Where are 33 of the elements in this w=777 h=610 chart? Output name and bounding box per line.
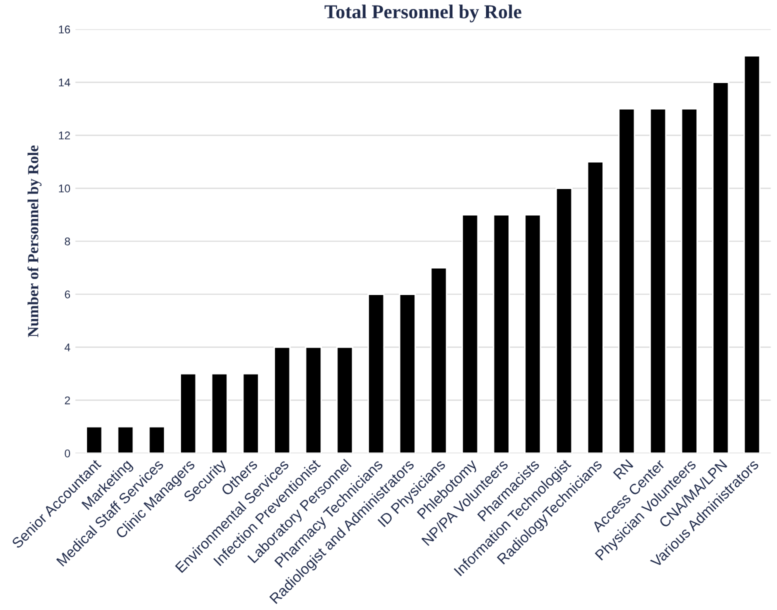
y-tick-label: 2 — [64, 396, 70, 404]
bar — [336, 346, 354, 454]
y-tick-label: 14 — [58, 78, 70, 86]
y-tick-label: 0 — [64, 449, 70, 458]
bar — [210, 373, 228, 454]
bar — [524, 214, 542, 454]
bar — [242, 373, 260, 454]
y-tick-label: 12 — [58, 132, 70, 140]
bar — [586, 161, 604, 454]
bar — [556, 188, 573, 454]
bar — [398, 294, 416, 454]
y-tick-label: 16 — [58, 26, 70, 34]
bar — [148, 426, 166, 454]
bar — [116, 426, 134, 454]
bar — [86, 426, 103, 454]
bar — [649, 108, 667, 454]
bar — [368, 294, 385, 454]
bar — [680, 108, 698, 454]
bar — [492, 214, 510, 454]
bar — [180, 373, 197, 454]
chart-title: Total Personnel by Role — [324, 4, 522, 22]
y-tick-label: 6 — [64, 290, 70, 298]
y-tick-label: 10 — [58, 184, 70, 192]
bar — [274, 346, 291, 454]
bar — [462, 214, 479, 454]
y-tick-label: 4 — [64, 344, 70, 352]
y-tick-label: 8 — [64, 238, 70, 246]
bar — [618, 108, 636, 454]
bar — [304, 346, 322, 454]
bar — [743, 55, 761, 454]
bar — [430, 267, 448, 454]
bar — [712, 82, 730, 454]
y-axis-title: Number of Personnel by Role — [27, 145, 42, 338]
